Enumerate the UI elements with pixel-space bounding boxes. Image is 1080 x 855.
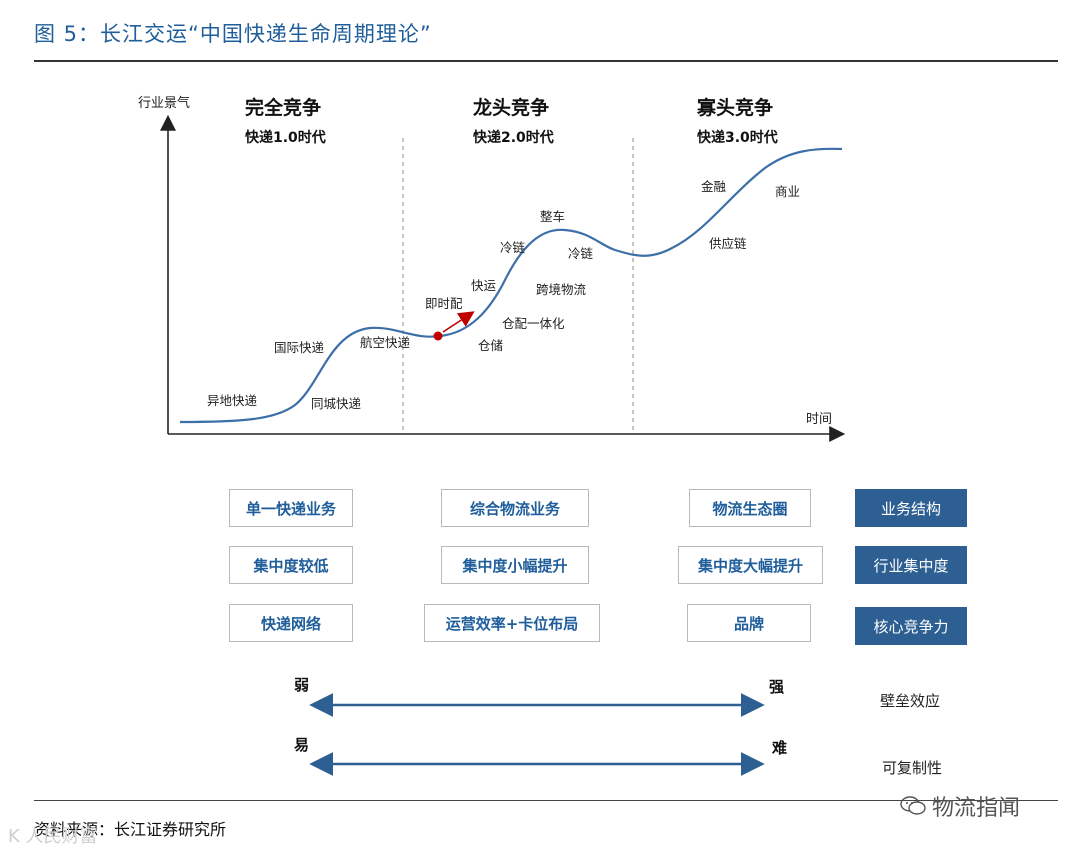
category-business-structure: 业务结构 (855, 489, 967, 527)
scale-arrows (309, 693, 765, 776)
bottom-divider (34, 800, 1058, 801)
phase-2-subtitle: 快递2.0时代 (473, 129, 554, 146)
phase-1-title: 完全竞争 (245, 96, 321, 119)
top-divider (34, 60, 1058, 62)
source-note: 资料来源：长江证券研究所 (34, 820, 227, 839)
curve-label: 冷链 (568, 246, 594, 261)
figure-title: 图 5：长江交运“中国快递生命周期理论” (34, 22, 432, 46)
phase-3-subtitle: 快递3.0时代 (697, 129, 778, 146)
wechat-icon (900, 796, 926, 815)
replicability-easy-label: 易 (294, 736, 310, 754)
replicability-hard-label: 难 (772, 739, 788, 757)
x-axis-label: 时间 (806, 412, 832, 427)
category-core-competitiveness: 核心竞争力 (855, 607, 967, 645)
phase-2-title: 龙头竞争 (473, 96, 549, 119)
growth-arrow (442, 311, 475, 333)
curve-label: 商业 (775, 184, 800, 199)
curve-label: 异地快递 (207, 393, 258, 408)
curve-label: 供应链 (709, 236, 747, 251)
y-axis-label: 行业景气 (138, 95, 190, 111)
curve-label: 整车 (540, 209, 565, 224)
curve-label: 仓储 (478, 338, 503, 353)
curve-label: 即时配 (425, 296, 463, 311)
cell-competitiveness-1: 快递网络 (229, 604, 353, 642)
cell-business-2: 综合物流业务 (441, 489, 589, 527)
curve-label: 快运 (471, 278, 497, 293)
curve-label: 金融 (701, 179, 727, 194)
barrier-effect-label: 壁垒效应 (880, 692, 941, 710)
cell-competitiveness-3: 品牌 (687, 604, 811, 642)
faint-watermark: K 人民财富 (8, 826, 98, 847)
cell-concentration-3: 集中度大幅提升 (678, 546, 823, 584)
watermark: 物流指闻 (900, 790, 1020, 822)
cell-business-3: 物流生态圈 (689, 489, 811, 527)
cell-concentration-1: 集中度较低 (229, 546, 353, 584)
category-concentration: 行业集中度 (855, 546, 967, 584)
cell-business-1: 单一快递业务 (229, 489, 353, 527)
cell-competitiveness-2: 运营效率+卡位布局 (424, 604, 600, 642)
lifecycle-curve (179, 147, 843, 424)
phase-3-title: 寡头竞争 (696, 96, 773, 119)
barrier-weak-label: 弱 (294, 676, 310, 694)
curve-label: 仓配一体化 (502, 316, 565, 331)
curve-label: 同城快递 (311, 396, 362, 411)
curve-label: 冷链 (500, 240, 526, 255)
curve-label: 航空快递 (360, 335, 411, 350)
current-position-marker (433, 331, 443, 341)
watermark-text: 物流指闻 (932, 796, 1021, 821)
cell-concentration-2: 集中度小幅提升 (441, 546, 589, 584)
curve-label: 国际快递 (274, 340, 325, 355)
replicability-label: 可复制性 (882, 759, 943, 777)
phase-1-subtitle: 快递1.0时代 (245, 129, 326, 146)
lifecycle-diagram: 行业景气 时间 完全竞争 快递1.0时代 龙头竞争 快递2.0时代 寡头竞争 快… (138, 95, 846, 442)
barrier-strong-label: 强 (769, 678, 785, 696)
curve-label: 跨境物流 (536, 282, 587, 297)
